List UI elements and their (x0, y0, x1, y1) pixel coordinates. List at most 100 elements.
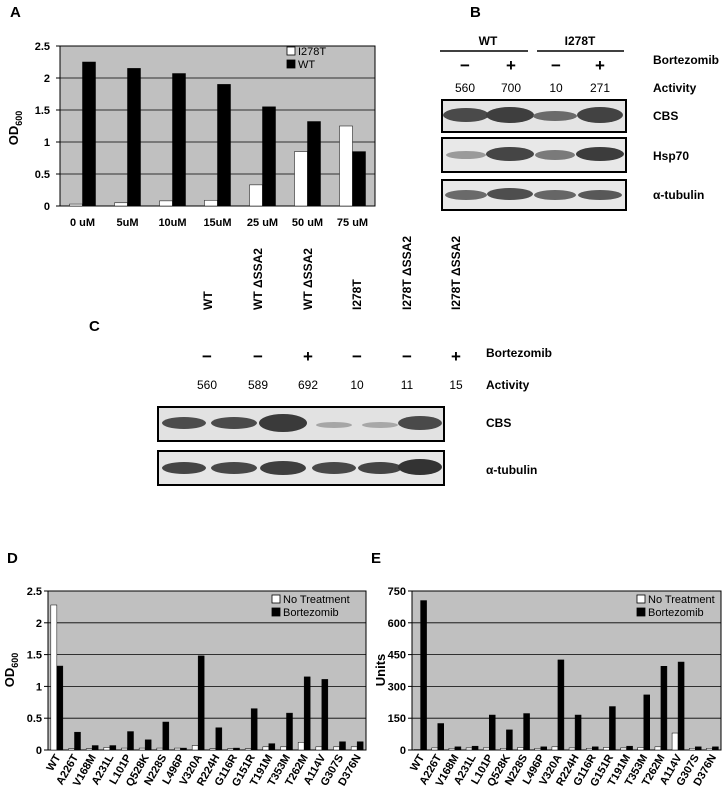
bar-a-light-6 (339, 125, 353, 207)
c-sign-4: − (352, 347, 362, 366)
bar-a-light-3 (204, 199, 218, 207)
ytick-label-d: 0.5 (27, 713, 42, 725)
bar-e-dark-17 (712, 746, 719, 751)
c-activity-5: 11 (401, 378, 414, 392)
bar-a-dark-2 (172, 73, 186, 207)
bar-e-light-16 (689, 748, 696, 751)
chart-activity-units-mutants: 0150300450600750UnitsWTA226TV168MA231LL1… (373, 586, 722, 789)
bar-e-light-2 (448, 748, 456, 751)
bar-d-dark-1 (74, 731, 81, 751)
activity-lane-1: 560 (455, 81, 475, 95)
ytick-label-a: 1 (44, 137, 50, 149)
bar-d-light-11 (244, 748, 252, 751)
category-label-a: 25 uM (247, 217, 278, 229)
bar-d-dark-0 (56, 665, 64, 751)
sign-lane-2: + (506, 56, 516, 75)
lane-label-6: I278T ΔSSA2 (449, 236, 463, 310)
category-label-a: 10uM (158, 217, 186, 229)
panel-b-western: WT I278T Bortezomib − + − + 560 700 10 2… (440, 34, 719, 211)
bar-d-light-0 (50, 604, 58, 751)
bar-d-light-9 (209, 748, 217, 751)
bar-e-light-8 (551, 746, 559, 751)
y-axis-title-e: Units (373, 654, 388, 687)
bar-e-dark-5 (506, 729, 513, 751)
blot-label-hsp70: Hsp70 (653, 149, 689, 163)
c-sign-2: − (253, 347, 263, 366)
sign-lane-4: + (595, 56, 605, 75)
category-label-a: 15uM (203, 217, 231, 229)
blot-label-tubulin-b: α-tubulin (653, 188, 704, 202)
bar-d-dark-7 (180, 747, 187, 751)
bar-e-light-12 (620, 747, 627, 751)
bar-d-dark-17 (356, 741, 364, 751)
bar-e-light-4 (483, 747, 490, 751)
bar-e-dark-0 (420, 600, 427, 751)
bar-d-light-13 (280, 746, 287, 751)
bar-d-light-4 (121, 747, 128, 751)
panel-c-western: WT WT ΔSSA2 WT ΔSSA2 I278T I278T ΔSSA2 I… (157, 236, 552, 486)
blot-hsp70 (441, 137, 627, 173)
activity-lane-4: 271 (590, 81, 610, 95)
ytick-label-e: 450 (388, 650, 406, 662)
category-label-a: 75 uM (337, 217, 368, 229)
bar-d-light-12 (262, 746, 270, 751)
bar-e-light-15 (671, 732, 679, 751)
bar-a-dark-1 (127, 68, 141, 207)
bar-a-light-5 (294, 151, 308, 207)
legend-label-e: No Treatment (648, 594, 715, 606)
category-label-a: 50 uM (292, 217, 323, 229)
bar-d-dark-15 (321, 679, 329, 751)
c-activity-1: 560 (197, 378, 217, 392)
legend-swatch-e (636, 594, 646, 604)
ytick-label-d: 2 (36, 618, 42, 630)
panel-letter-d: D (7, 550, 18, 567)
bar-e-dark-8 (557, 659, 565, 751)
ytick-label-a: 2 (44, 73, 50, 85)
blot-cbs-b (441, 99, 627, 133)
panel-letter-b: B (470, 4, 481, 21)
bar-d-dark-11 (250, 708, 258, 751)
legend-swatch-d (271, 607, 281, 617)
lane-label-2: WT ΔSSA2 (251, 248, 265, 310)
y-axis-title-a: OD600 (6, 111, 24, 146)
y-axis-title-d: OD600 (2, 653, 20, 688)
bar-e-dark-12 (626, 745, 633, 751)
bar-e-dark-9 (574, 714, 582, 751)
ytick-label-d: 1 (36, 681, 42, 693)
plot-area-e (411, 590, 722, 751)
bar-e-dark-2 (454, 746, 462, 751)
bar-d-dark-4 (127, 731, 134, 751)
c-activity-4: 10 (350, 378, 364, 392)
bar-d-light-2 (85, 748, 93, 751)
bar-e-light-10 (586, 748, 593, 751)
blot-label-cbs-b: CBS (653, 109, 678, 123)
lane-label-1: WT (201, 291, 215, 310)
legend-swatch-a (286, 59, 296, 69)
bar-e-light-0 (414, 749, 421, 751)
c-sign-1: − (202, 347, 212, 366)
bar-e-dark-4 (489, 714, 496, 751)
ytick-label-e: 150 (388, 713, 406, 725)
bar-e-light-14 (654, 746, 662, 751)
bar-e-dark-3 (471, 745, 479, 751)
bar-d-light-15 (315, 746, 323, 751)
bar-d-dark-10 (233, 747, 240, 751)
bar-e-light-13 (637, 747, 644, 751)
lane-label-3: WT ΔSSA2 (301, 248, 315, 310)
legend-label-a: I278T (298, 46, 326, 58)
bar-e-dark-16 (695, 746, 702, 751)
blot-tubulin-c (157, 450, 445, 486)
bar-d-dark-12 (268, 743, 276, 751)
bar-d-light-3 (103, 747, 111, 751)
legend-swatch-d (271, 594, 281, 604)
bar-d-light-17 (350, 746, 358, 751)
bar-e-light-17 (706, 748, 713, 751)
bar-e-dark-1 (437, 723, 444, 751)
c-activity-label: Activity (486, 378, 530, 392)
category-label-a: 0 uM (70, 217, 95, 229)
ytick-label-a: 2.5 (35, 41, 50, 53)
panel-letter-c: C (89, 318, 100, 335)
legend-label-d: Bortezomib (283, 607, 339, 619)
ytick-label-a: 0.5 (35, 169, 50, 181)
ytick-label-e: 600 (388, 618, 406, 630)
